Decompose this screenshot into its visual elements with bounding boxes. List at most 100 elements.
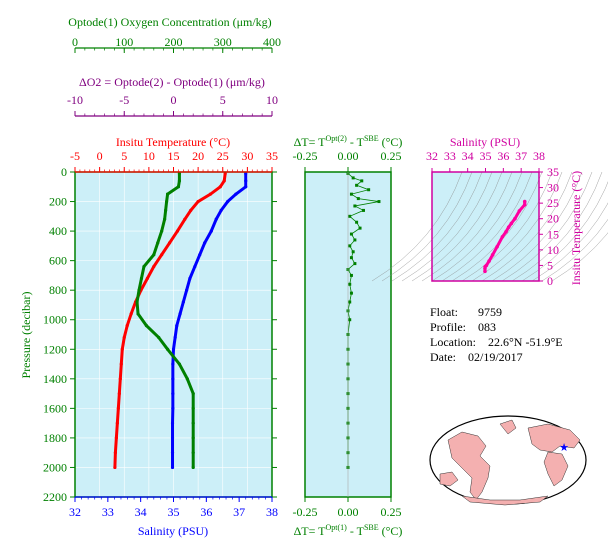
series-point-oxygen [152, 253, 156, 257]
series-point-temperature [183, 217, 187, 221]
pressure-tick-label: 400 [49, 224, 67, 238]
delta-t-point [349, 291, 353, 295]
delta-t-point [348, 300, 352, 304]
series-point-salinity [234, 192, 238, 196]
land-greenland [499, 419, 517, 435]
series-point-oxygen [156, 241, 160, 245]
ts-plot-area [432, 172, 539, 281]
delta-t-top-label: ΔT= TOpt(2) - TSBE (°C) [294, 134, 403, 149]
world-map: ★ [429, 415, 587, 506]
ts-point [500, 234, 505, 239]
float-label: Float: [430, 305, 459, 319]
density-contour [431, 171, 523, 282]
series-point-oxygen [160, 229, 164, 233]
series-point-oxygen [191, 436, 195, 440]
delta-t-point [367, 188, 371, 192]
series-point-salinity [226, 199, 230, 204]
delta-t-point [360, 179, 364, 183]
ts-y-tick-label: 30 [547, 181, 559, 195]
oxygen-axis: 0 100 200 300 400 [72, 35, 281, 53]
series-point-oxygen [185, 377, 189, 381]
tick-label: 400 [263, 35, 281, 49]
density-contour [491, 171, 583, 282]
tick-label: 30 [241, 149, 253, 163]
series-point-salinity [170, 421, 175, 425]
series-point-salinity [178, 312, 182, 316]
land-americas [447, 431, 491, 501]
delta-t-point [349, 256, 353, 260]
delta-t-point [351, 250, 355, 254]
delta-t-point [361, 208, 365, 212]
pressure-tick-label: 1200 [43, 342, 67, 356]
land-eurasia [527, 423, 581, 453]
series-point-salinity [173, 335, 177, 340]
series-point-oxygen [136, 312, 140, 316]
tick-label: -5 [119, 93, 129, 107]
series-point-salinity [181, 300, 185, 304]
salinity-axis-label: Salinity (PSU) [138, 524, 208, 538]
salinity-axis: 32 33 34 35 36 37 38 [69, 496, 278, 519]
series-point-oxygen [191, 391, 195, 396]
pressure-tick-label: 0 [61, 165, 67, 179]
series-point-salinity [219, 208, 223, 213]
tick-label: 5 [121, 149, 127, 163]
tick-label: 100 [115, 35, 133, 49]
series-point-temperature [120, 347, 124, 351]
series-point-temperature [115, 421, 119, 425]
delta-o2-axis-label: ΔO2 = Optode(2) - Optode(1) (μm/kg) [79, 75, 265, 89]
delta-t-point [353, 204, 357, 208]
ts-x-tick-label: 33 [444, 149, 456, 163]
series-point-oxygen [139, 276, 144, 280]
series-point-salinity [209, 229, 213, 233]
ts-point [484, 263, 489, 268]
pressure-axis-label: Pressure (decibar) [19, 292, 33, 379]
tick-label: 33 [102, 505, 114, 519]
ts-x-tick-label: 36 [497, 149, 509, 163]
series-point-temperature [189, 208, 193, 213]
delta-t-point [358, 226, 362, 230]
delta-t-tick-label-top: -0.25 [293, 149, 318, 163]
land-australia [439, 471, 459, 487]
ts-point [483, 269, 487, 274]
tick-label: 36 [200, 505, 212, 519]
pressure-tick-label: 1000 [43, 313, 67, 327]
delta-t-tick-label-bottom: 0.25 [381, 505, 402, 519]
series-point-oxygen [165, 199, 169, 204]
delta-t-point [377, 200, 381, 204]
delta-t-point [348, 244, 352, 248]
ts-y-tick-label: 20 [547, 212, 559, 226]
ts-point [522, 202, 527, 207]
tick-label: 34 [135, 505, 147, 519]
density-contour [391, 171, 483, 282]
series-point-oxygen [165, 347, 170, 351]
tick-label: 35 [266, 149, 278, 163]
float-location-marker: ★ [559, 442, 569, 454]
series-point-temperature [119, 362, 123, 366]
density-contour [401, 171, 493, 282]
delta-t-point [349, 273, 353, 277]
ts-y-tick-label: 25 [547, 196, 559, 210]
series-point-temperature [222, 179, 226, 183]
pressure-tick-label: 2200 [43, 490, 67, 504]
profile-value: 083 [478, 320, 496, 334]
temperature-axis-label: Insitu Temperature (°C) [116, 135, 230, 149]
density-contour [371, 171, 463, 282]
series-point-salinity [198, 253, 202, 257]
series-point-temperature [113, 465, 117, 470]
series-point-temperature [208, 192, 213, 196]
tick-label: 25 [217, 149, 229, 163]
series-point-oxygen [191, 421, 195, 425]
series-point-oxygen [142, 264, 146, 269]
series-point-salinity [171, 377, 175, 381]
series-point-oxygen [157, 335, 161, 340]
tick-label: 10 [143, 149, 155, 163]
ts-temperature-label: Insitu Temperature (°C) [569, 171, 583, 285]
series-point-oxygen [176, 185, 181, 189]
pressure-axis: 0 200 400 600 800 1000 1200 1400 1600 1800 2000 220… [43, 165, 277, 504]
tick-label: -5 [70, 149, 80, 163]
ts-x-tick-label: 32 [426, 149, 438, 163]
date-value: 02/19/2017 [468, 350, 523, 364]
pressure-tick-label: 2000 [43, 460, 67, 474]
series-point-temperature [218, 185, 222, 189]
series-point-salinity [170, 436, 175, 440]
